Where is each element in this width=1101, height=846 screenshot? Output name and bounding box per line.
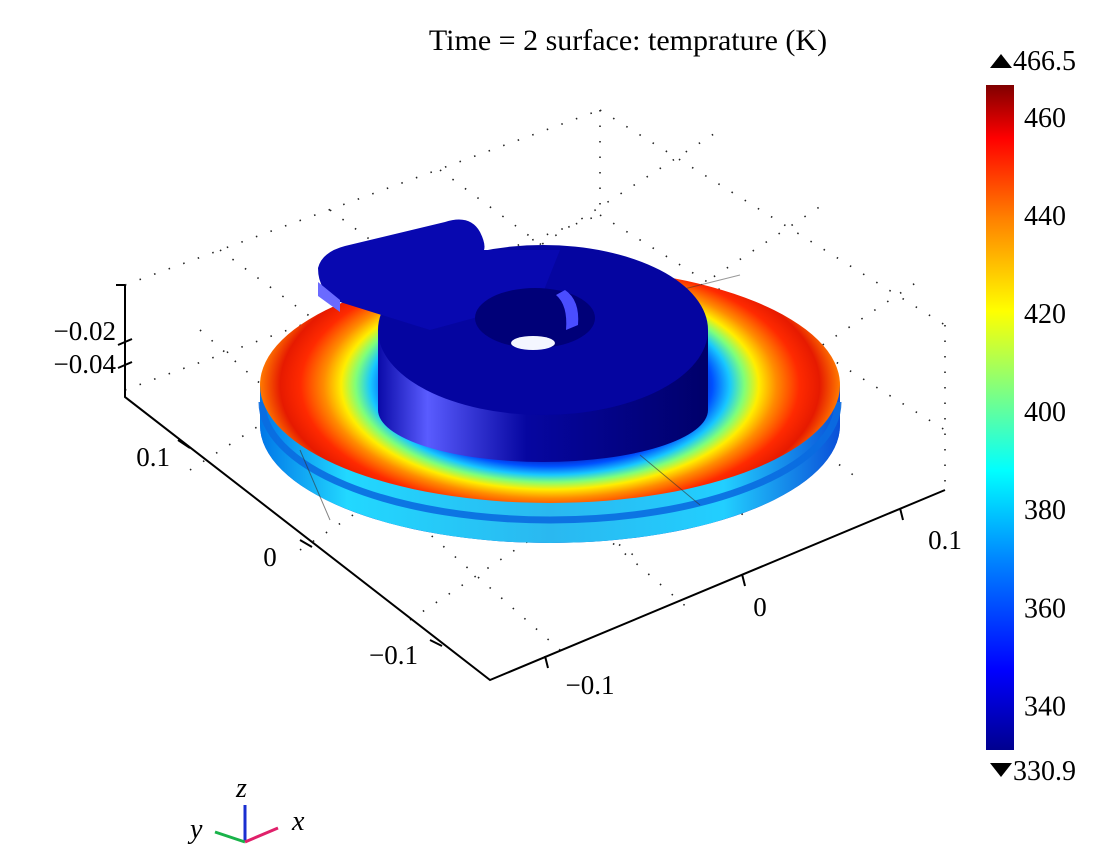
colorbar: 466.5 330.9 460 440 420 400 380 360 340 — [986, 46, 1076, 787]
y-tick-label-0: 0 — [263, 542, 277, 572]
y-tick-label-neg-0.1: −0.1 — [369, 640, 418, 670]
chart-title: Time = 2 surface: temprature (K) — [429, 24, 827, 57]
colorbar-tick-label: 420 — [1024, 299, 1066, 330]
x-tick-label-0: 0 — [753, 592, 767, 622]
colorbar-tick-label: 440 — [1024, 201, 1066, 232]
colorbar-gradient — [986, 85, 1014, 750]
colorbar-tick-label: 460 — [1024, 103, 1066, 134]
x-tick-label-neg-0.1: −0.1 — [566, 670, 615, 700]
colorbar-min-triangle-icon — [990, 763, 1012, 777]
y-tick-label-0.1: 0.1 — [136, 442, 170, 472]
z-tick-label-neg-0.04: −0.04 — [54, 349, 117, 379]
tick-marks — [177, 439, 904, 669]
triad-x-label: x — [291, 806, 305, 837]
z-tick-label-neg-0.02: −0.02 — [54, 316, 116, 346]
colorbar-min-label: 330.9 — [1013, 756, 1076, 787]
triad-y-label: y — [187, 814, 203, 845]
axis-lines — [116, 284, 946, 682]
triad-z-label: z — [235, 773, 247, 804]
colorbar-tick-label: 360 — [1024, 593, 1066, 624]
colorbar-tick-label: 340 — [1024, 691, 1066, 722]
x-tick-label-0.1: 0.1 — [928, 525, 962, 555]
colorbar-ticks: 460 440 420 400 380 360 340 — [1024, 103, 1066, 722]
caliper-hub — [318, 219, 708, 462]
colorbar-max-label: 466.5 — [1013, 46, 1076, 77]
colorbar-tick-label: 400 — [1024, 397, 1066, 428]
colorbar-max-triangle-icon — [990, 54, 1012, 68]
colorbar-tick-label: 380 — [1024, 495, 1066, 526]
axis-triad: y z x — [187, 773, 305, 845]
